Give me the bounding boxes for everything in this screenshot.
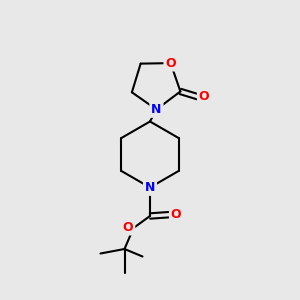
Text: O: O	[123, 220, 134, 234]
Text: N: N	[145, 181, 155, 194]
Text: O: O	[199, 90, 209, 103]
Text: N: N	[151, 103, 162, 116]
Text: O: O	[165, 57, 176, 70]
Text: O: O	[171, 208, 182, 221]
